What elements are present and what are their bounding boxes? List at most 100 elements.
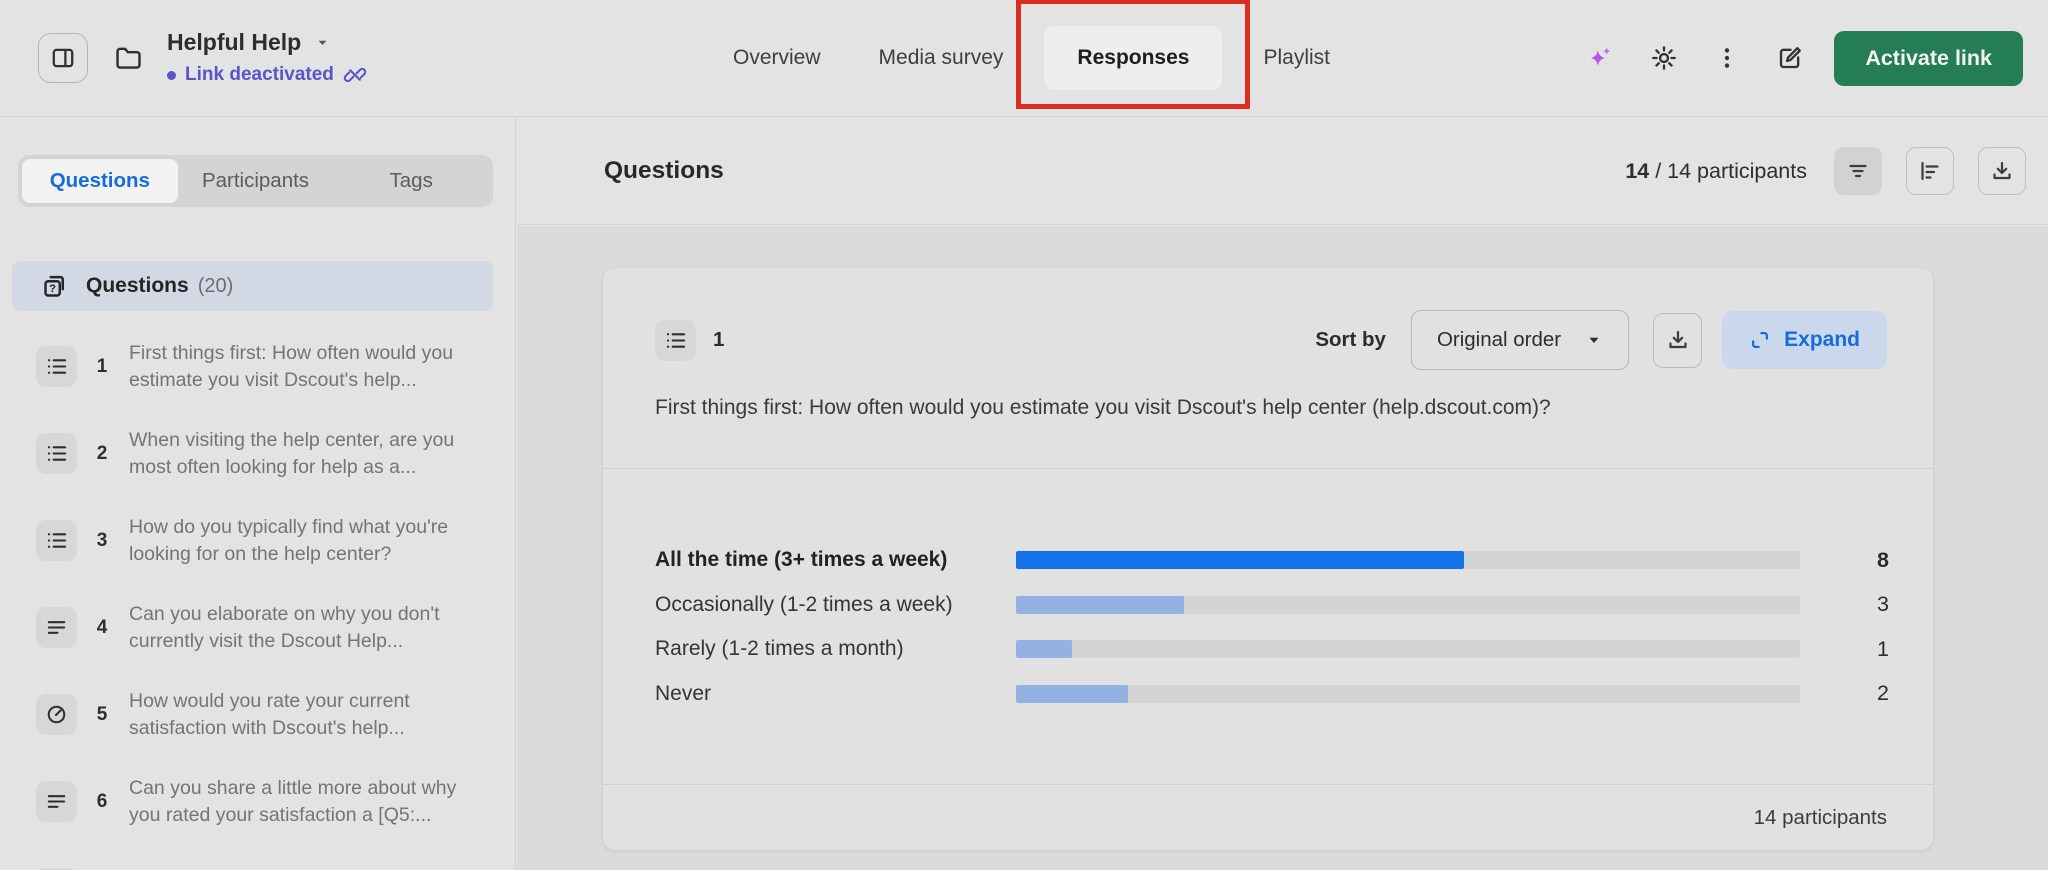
card-question-text: First things first: How often would you … [655,396,1551,419]
question-number: 5 [96,703,108,725]
questions-section-header[interactable]: ? Questions (20) [12,261,493,311]
chart-category-label: Rarely (1-2 times a month) [655,637,904,661]
open-text-icon [36,781,77,822]
question-list-item-6[interactable]: 6 Can you share a little more about why … [36,771,497,832]
project-title-row[interactable]: Helpful Help [167,29,367,56]
question-list-item-4[interactable]: 4 Can you elaborate on why you don't cur… [36,597,497,658]
response-bar-chart: All the time (3+ times a week) 8 Occasio… [655,538,1933,716]
sidebar-tab-control: Questions Participants Tags [18,155,493,207]
chart-value: 1 [1877,636,1889,661]
svg-text:?: ? [49,283,56,295]
sidebar: Questions Participants Tags ? Questions … [0,118,516,870]
question-preview: How would you rate your current satisfac… [129,689,410,739]
card-divider [603,468,1933,469]
bar-chart-icon [1921,161,1939,181]
multiple-choice-icon [36,433,77,474]
download-icon [1669,330,1687,349]
sort-controls: Sort by Original order [1315,310,1887,370]
tab-playlist[interactable]: Playlist [1263,46,1330,69]
expand-button[interactable]: Expand [1722,311,1887,369]
sidebar-tab-questions[interactable]: Questions [22,159,178,203]
sparkles-icon [1590,47,1611,66]
question-number: 1 [96,355,108,377]
tab-responses-wrap: Responses [1016,0,1251,109]
question-response-card: 1 Sort by Original order [603,268,1933,850]
participants-current: 14 [1625,158,1650,183]
multiple-choice-icon [36,346,77,387]
multiple-choice-icon [36,520,77,561]
chart-value: 2 [1877,681,1889,706]
question-number: 2 [96,442,108,464]
tab-responses[interactable]: Responses [1044,26,1223,90]
responses-content: 1 Sort by Original order [517,226,2048,870]
filter-icon [1849,164,1867,178]
question-number: 6 [96,790,108,812]
question-list-item-7[interactable]: 7 What do you see as the biggest... [36,858,497,870]
questions-section-count: (20) [197,274,234,297]
chart-bar [1016,684,1128,703]
chart-bar-track [1016,595,1800,614]
chart-row: All the time (3+ times a week) 8 [655,538,1933,583]
question-list-item-2[interactable]: 2 When visiting the help center, are you… [36,423,497,484]
question-preview: Can you share a little more about why yo… [129,776,457,826]
question-preview: Can you elaborate on why you don't curre… [129,602,440,652]
card-footer: 14 participants [603,784,1933,850]
chart-value: 3 [1877,592,1889,617]
sort-by-label: Sort by [1315,328,1386,351]
main-header-actions: 14 / 14 participants [1625,147,2026,195]
open-text-icon [36,607,77,648]
filter-button[interactable] [1834,147,1882,195]
participants-separator: / [1649,158,1668,183]
main-title: Questions [604,157,724,184]
tab-media-survey[interactable]: Media survey [878,46,1004,69]
chart-bar-track [1016,551,1800,570]
tab-overview[interactable]: Overview [733,46,821,69]
activate-link-button[interactable]: Activate link [1834,30,2023,86]
more-menu-button[interactable] [1695,31,1758,85]
folder-icon [116,47,141,69]
question-list-item-1[interactable]: 1 First things first: How often would yo… [36,336,497,397]
sidebar-toggle-button[interactable] [38,33,88,83]
sort-order-dropdown[interactable]: Original order [1410,310,1630,370]
sidebar-tab-tags[interactable]: Tags [389,169,433,192]
kebab-menu-icon [1724,48,1729,68]
question-preview: When visiting the help center, are you m… [129,428,455,478]
participants-count: 14 / 14 participants [1625,159,1807,184]
page-title: Helpful Help [167,29,302,55]
multiple-choice-icon [655,319,696,361]
edit-button[interactable] [1758,31,1821,85]
sidebar-toggle-icon [52,48,74,68]
center-nav: Overview Media survey Responses Playlist [704,0,1359,116]
question-download-button[interactable] [1653,312,1703,368]
ai-sparkles-button[interactable] [1569,31,1632,85]
caret-down-icon [1589,337,1599,343]
questions-section-title: Questions [86,274,189,297]
project-folder-button[interactable] [113,43,144,74]
gear-icon [1651,46,1676,70]
status-badge: Link deactivated [185,64,334,85]
rating-gauge-icon [36,694,77,735]
status-dot [167,70,176,80]
chart-view-button[interactable] [1906,147,1954,195]
unlink-icon [343,67,367,83]
card-question-number: 1 [713,328,725,351]
settings-button[interactable] [1632,31,1695,85]
link-status[interactable]: Link deactivated [167,63,367,87]
chart-category-label: All the time (3+ times a week) [655,548,948,572]
chart-row: Occasionally (1-2 times a week) 3 [655,583,1933,628]
chart-bar [1016,551,1464,570]
download-icon [1993,161,2011,180]
main-panel: Questions 14 / 14 participants [517,118,2048,870]
caret-down-icon [318,40,327,45]
question-list-item-5[interactable]: 5 How would you rate your current satisf… [36,684,497,745]
question-list-item-3[interactable]: 3 How do you typically find what you're … [36,510,497,571]
open-text-icon [36,868,77,870]
export-button[interactable] [1978,147,2026,195]
project-title-block: Helpful Help Link deactivated [167,29,367,87]
participants-rest: 14 participants [1667,158,1807,183]
sidebar-tab-participants[interactable]: Participants [201,169,310,192]
sort-order-value: Original order [1436,328,1562,351]
chart-bar-track [1016,684,1800,703]
chart-bar [1016,640,1072,659]
